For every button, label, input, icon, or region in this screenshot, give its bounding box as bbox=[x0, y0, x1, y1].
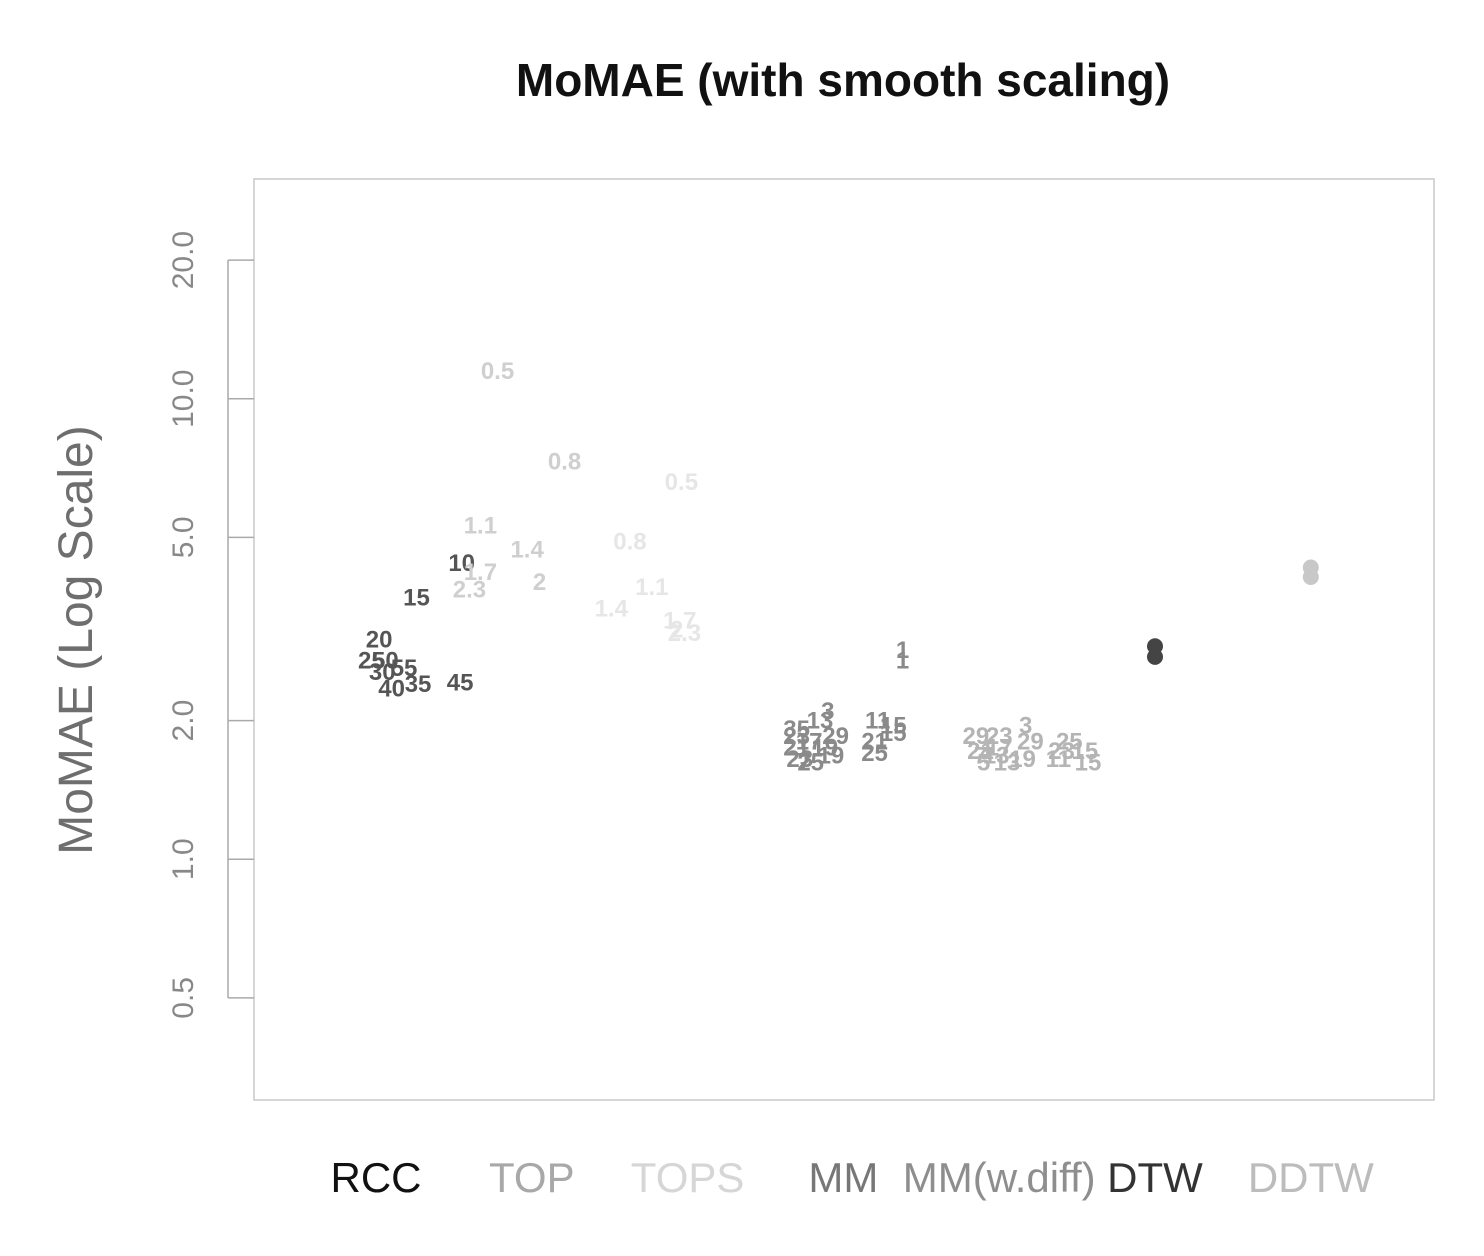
data-point-label: 2 bbox=[670, 617, 683, 644]
data-point-label: 0.8 bbox=[613, 528, 646, 555]
x-category-label: DTW bbox=[1107, 1154, 1203, 1201]
data-point-label: 13 bbox=[983, 742, 1010, 769]
data-point-label: 35 bbox=[405, 671, 432, 698]
data-point-label: 25 bbox=[797, 750, 824, 777]
data-point-label: 1.1 bbox=[464, 513, 497, 540]
data-point-label: 45 bbox=[447, 669, 474, 696]
y-tick-label: 5.0 bbox=[167, 516, 200, 558]
data-point-label: 15 bbox=[880, 720, 907, 747]
y-tick-label: 1.0 bbox=[167, 838, 200, 880]
data-point-label: 1.1 bbox=[635, 574, 668, 601]
data-point-label: 15 bbox=[880, 713, 907, 740]
data-point-label: 17 bbox=[986, 734, 1013, 761]
data-point-label: 5 bbox=[977, 750, 990, 777]
plot-frame bbox=[253, 178, 1435, 1101]
data-point-label: 3 bbox=[1019, 713, 1032, 740]
x-category-label: TOP bbox=[489, 1154, 575, 1201]
data-point-label: 35 bbox=[783, 716, 810, 743]
data-point-label: 21 bbox=[861, 729, 888, 756]
data-point-label: 1 bbox=[896, 637, 909, 664]
data-point-label: 2.3 bbox=[668, 620, 701, 647]
data-point-label: 7 bbox=[798, 750, 811, 777]
data-point-label: 29 bbox=[1017, 729, 1044, 756]
data-point-label: 0.8 bbox=[548, 449, 581, 476]
data-point-label: 11 bbox=[865, 708, 890, 735]
data-point-label: 30 bbox=[369, 659, 396, 686]
y-axis: 0.5 1.0 2.0 5.0 10.0 20.0 bbox=[167, 231, 254, 1019]
data-point-label: 1.7 bbox=[464, 559, 497, 586]
data-point-label: 29 bbox=[822, 723, 849, 750]
x-category-label: MM bbox=[808, 1154, 878, 1201]
series-dtw bbox=[1147, 638, 1163, 665]
data-point-label: 2.3 bbox=[453, 577, 486, 604]
data-point-label: 19 bbox=[811, 734, 838, 761]
data-point-label: 1 bbox=[896, 648, 909, 675]
data-point-label: 10 bbox=[448, 550, 475, 577]
data-point-label: 23 bbox=[1048, 738, 1075, 765]
data-point-label: 13 bbox=[807, 708, 834, 735]
data-point-dot bbox=[1302, 569, 1319, 586]
series-ddtw bbox=[1302, 559, 1319, 586]
y-tick-label: 20.0 bbox=[167, 231, 200, 289]
data-point-label: 1.4 bbox=[510, 537, 544, 564]
data-point-label: 3 bbox=[821, 698, 834, 725]
series-tops: 0.5 0.8 1.11.4 1.722.3 bbox=[595, 469, 702, 647]
x-category-label: MM(w.diff) bbox=[903, 1154, 1096, 1201]
x-category-label: DDTW bbox=[1248, 1154, 1374, 1201]
data-point-label: 15 bbox=[1075, 750, 1102, 777]
data-point-label: 11 bbox=[1046, 746, 1071, 773]
data-point-label: 7 bbox=[974, 742, 987, 769]
data-point-label: 21 bbox=[967, 738, 994, 765]
x-axis-categories: RCC TOP TOPS MM MM(w.diff) DTW DDTW bbox=[331, 1154, 1375, 1201]
data-point-label: 25 bbox=[1056, 729, 1083, 756]
y-tick-label: 2.0 bbox=[167, 700, 200, 742]
data-point-label: 29 bbox=[962, 723, 989, 750]
x-category-label: RCC bbox=[331, 1154, 422, 1201]
data-point-label: 0.5 bbox=[481, 358, 514, 385]
chart-title: MoMAE (with smooth scaling) bbox=[516, 54, 1170, 106]
data-point-label: 23 bbox=[986, 723, 1013, 750]
data-point-label: 55 bbox=[391, 655, 418, 682]
data-point-label: 23 bbox=[783, 723, 810, 750]
y-tick-label: 10.0 bbox=[167, 370, 200, 428]
data-point-label: 15 bbox=[1072, 738, 1099, 765]
data-point-label: 25 bbox=[358, 648, 385, 675]
y-axis-label: MoMAE (Log Scale) bbox=[50, 425, 103, 855]
data-point-dot bbox=[1147, 648, 1163, 665]
data-point-label: 20 bbox=[366, 627, 393, 654]
x-category-label: TOPS bbox=[631, 1154, 745, 1201]
data-point-label: 17 bbox=[796, 729, 823, 756]
y-tick-label: 0.5 bbox=[167, 977, 200, 1019]
data-point-label: 23 bbox=[786, 746, 813, 773]
data-point-label: 13 bbox=[994, 750, 1021, 777]
data-point-label: 50 bbox=[372, 648, 399, 675]
data-point-label: 0.5 bbox=[665, 469, 698, 496]
data-point-label: 19 bbox=[1009, 746, 1036, 773]
data-point-label: 40 bbox=[378, 675, 405, 702]
data-point-label: 1.4 bbox=[595, 596, 629, 623]
data-point-label: 25 bbox=[861, 740, 888, 767]
data-point-label: 21 bbox=[783, 734, 810, 761]
series-top: 0.5 0.8 1.1 1.4 1.7 2 2.3 bbox=[453, 358, 581, 604]
data-point-label: 1.7 bbox=[663, 607, 696, 634]
data-point-label: 19 bbox=[818, 742, 845, 769]
data-point-label: 2 bbox=[533, 569, 546, 596]
data-point-label: 15 bbox=[403, 585, 430, 612]
